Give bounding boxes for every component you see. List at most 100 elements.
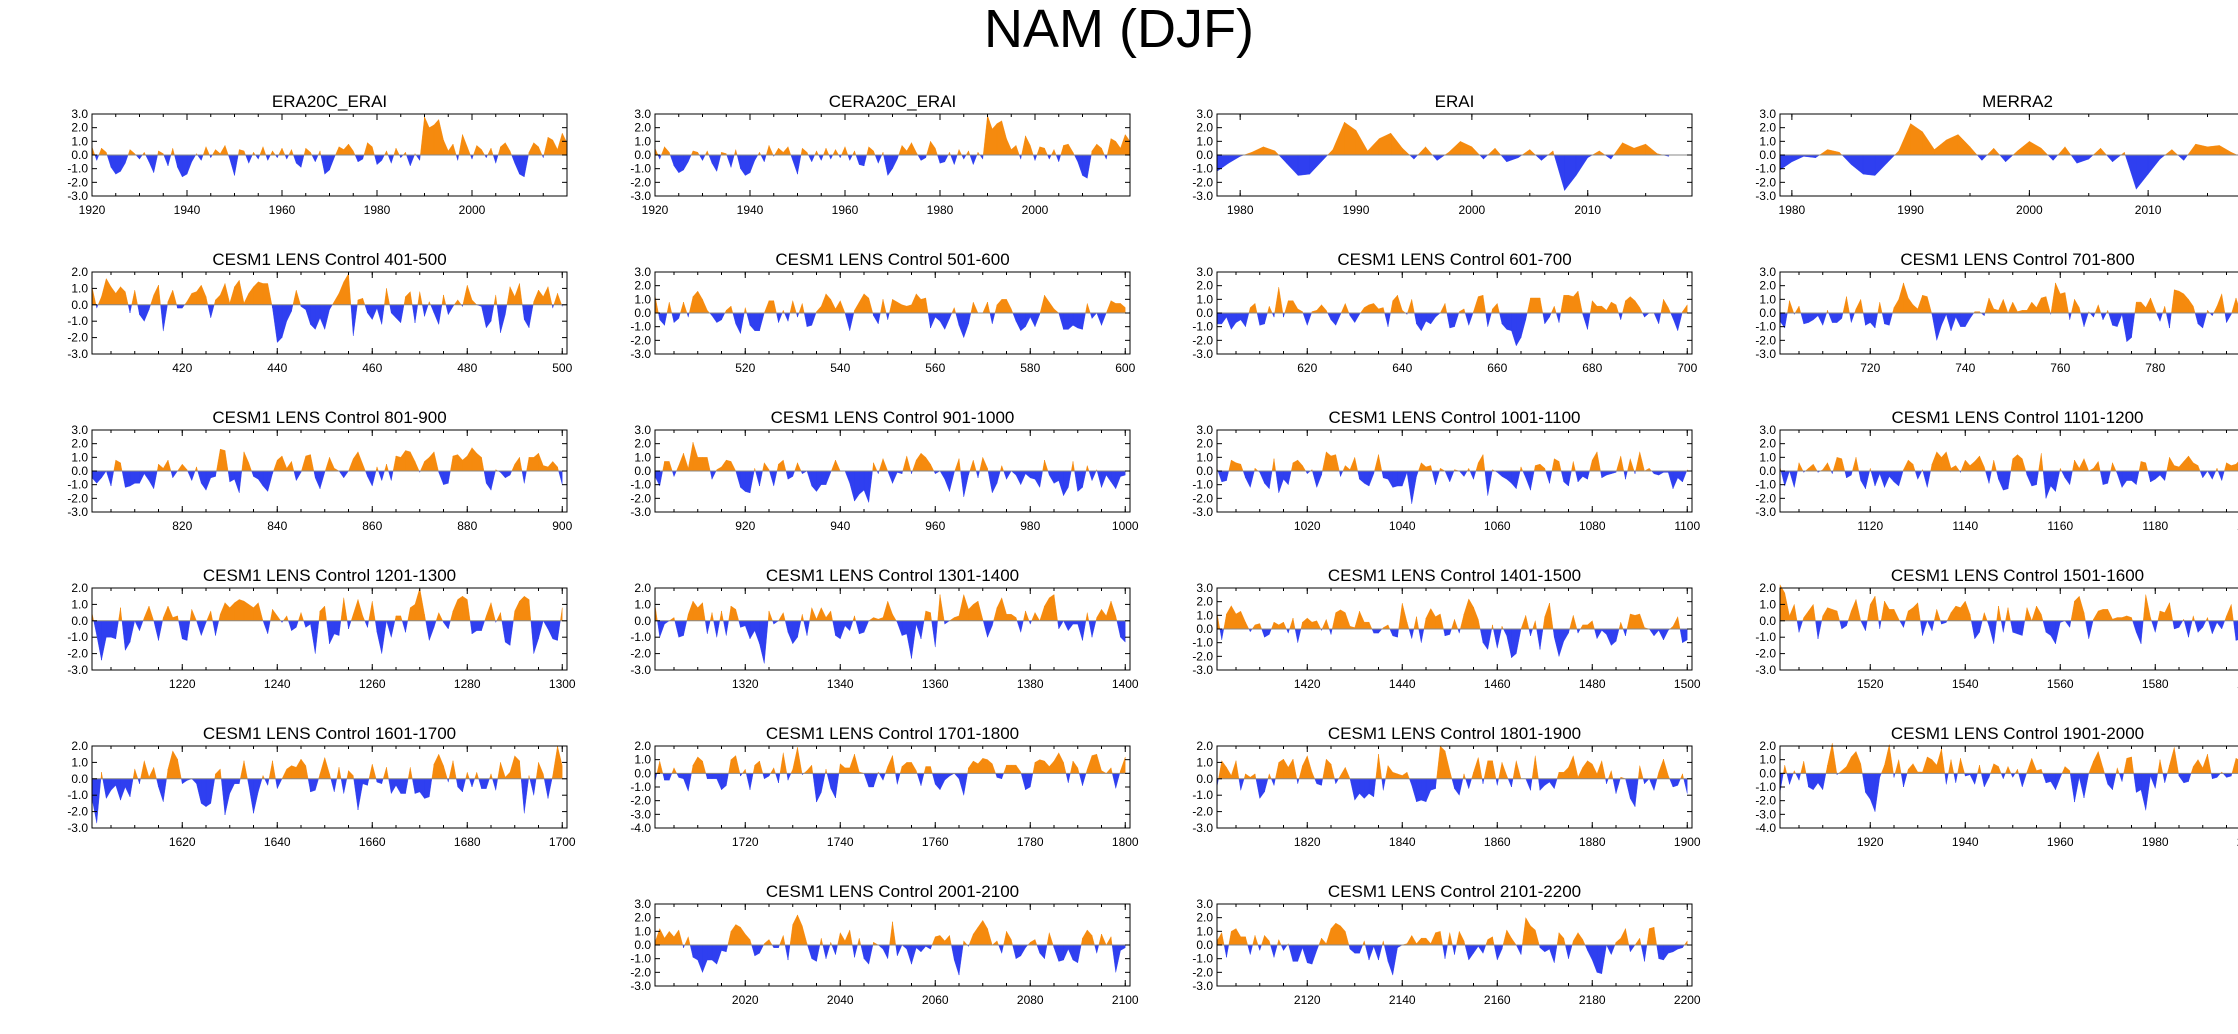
panel-title: CESM1 LENS Control 1301-1400 <box>765 566 1020 585</box>
negative-area <box>1796 620 2238 645</box>
panel-plot: 2.0 1.0 0.0 -1.0 -2.0 -3.0 1220 1240 1260 1280 130… <box>67 581 576 691</box>
positive-area <box>1248 287 1688 314</box>
x-tick-label: 1000 <box>1112 519 1139 533</box>
x-tick-label: 1880 <box>1579 835 1606 849</box>
nam-panel: CESM1 LENS Control 501-600 3.0 2.0 1.0 0.0 -1… <box>610 250 1135 390</box>
nam-panel: CESM1 LENS Control 2101-2200 3.0 2.0 1.0 0.0… <box>1172 882 1701 1022</box>
positive-area <box>91 587 563 621</box>
y-tick-label: 1.0 <box>1759 292 1776 306</box>
y-tick-label: 0.0 <box>634 614 651 628</box>
y-tick-label: -3.0 <box>1755 189 1776 203</box>
x-tick-label: 1920 <box>1857 835 1884 849</box>
y-tick-label: 2.0 <box>634 739 651 753</box>
y-tick-label: 2.0 <box>1196 739 1213 753</box>
y-tick-label: -1.0 <box>67 630 88 644</box>
y-tick-label: -2.0 <box>1755 647 1776 661</box>
y-tick-label: 3.0 <box>1196 265 1213 279</box>
y-tick-label: 1.0 <box>71 134 88 148</box>
x-tick-label: 1400 <box>1112 677 1139 691</box>
x-tick-label: 620 <box>1297 361 1317 375</box>
x-tick-label: 760 <box>2050 361 2070 375</box>
nam-panel: CESM1 LENS Control 801-900 3.0 2.0 1.0 0.0 -1… <box>47 408 572 548</box>
y-tick-label: 0.0 <box>1759 614 1776 628</box>
y-tick-label: 2.0 <box>1196 911 1213 925</box>
y-tick-label: 2.0 <box>1759 437 1776 451</box>
nam-panel: MERRA2 3.0 2.0 1.0 0.0 -1.0 -2.0 -3.0 1980 1990 20… <box>1735 92 2238 232</box>
y-tick-label: -3.0 <box>67 821 88 835</box>
y-tick-label: 0.0 <box>634 148 651 162</box>
x-tick-label: 1540 <box>1952 677 1979 691</box>
panel-title: CESM1 LENS Control 401-500 <box>212 250 447 269</box>
x-tick-label: 1660 <box>359 835 386 849</box>
nam-panel: CESM1 LENS Control 1101-1200 3.0 2.0 1.0 0.0… <box>1735 408 2238 548</box>
x-tick-label: 1980 <box>364 203 391 217</box>
negative-area <box>657 620 1126 664</box>
y-tick-label: -1.0 <box>1192 636 1213 650</box>
y-tick-label: 3.0 <box>71 107 88 121</box>
y-tick-label: -1.0 <box>1192 162 1213 176</box>
x-tick-label: 1220 <box>169 677 196 691</box>
y-tick-label: 2.0 <box>634 581 651 595</box>
panel-plot: 2.0 1.0 0.0 -1.0 -2.0 -3.0 420 440 460 480 500 <box>67 265 572 375</box>
y-tick-label: -3.0 <box>1192 189 1213 203</box>
nam-panel: CESM1 LENS Control 1201-1300 2.0 1.0 0.0 -1.… <box>47 566 576 706</box>
y-tick-label: -2.0 <box>1755 333 1776 347</box>
panel-title: CESM1 LENS Control 2101-2200 <box>1327 882 1582 901</box>
positive-area <box>1779 583 2234 621</box>
panel-plot: 3.02.01.00.0-1.0-2.0-3.0 520 540 560 580 600 <box>630 265 1135 375</box>
positive-area <box>654 115 1131 156</box>
panel-title: CESM1 LENS Control 1801-1900 <box>1327 724 1582 743</box>
nam-panel: CESM1 LENS Control 701-800 3.0 2.0 1.0 0.0 -1… <box>1735 250 2238 390</box>
y-tick-label: -2.0 <box>630 794 651 808</box>
x-tick-label: 1520 <box>1857 677 1884 691</box>
x-tick-label: 2020 <box>732 993 759 1007</box>
y-tick-label: 0.0 <box>634 306 651 320</box>
x-tick-label: 2160 <box>1484 993 1511 1007</box>
panel-plot: 2.01.00.0-1.0-2.0-3.0-4.0 1920 1940 1960 198… <box>1755 739 2238 849</box>
y-tick-label: 0.0 <box>1196 622 1213 636</box>
y-tick-label: 1.0 <box>634 292 651 306</box>
x-tick-label: 1300 <box>549 677 576 691</box>
x-tick-label: 560 <box>925 361 945 375</box>
panel-title: CERA20C_ERAI <box>828 92 957 111</box>
x-tick-label: 1480 <box>1579 677 1606 691</box>
positive-area <box>654 594 1118 621</box>
y-tick-label: 0.0 <box>1196 148 1213 162</box>
y-tick-label: -1.0 <box>630 320 651 334</box>
y-tick-label: -2.0 <box>1755 491 1776 505</box>
panel-title: CESM1 LENS Control 1501-1600 <box>1890 566 2145 585</box>
nam-panel: CESM1 LENS Control 601-700 3.0 2.0 1.0 0.0 -1… <box>1172 250 1697 390</box>
x-tick-label: 980 <box>1020 519 1040 533</box>
y-tick-label: -1.0 <box>630 952 651 966</box>
negative-area <box>94 154 545 178</box>
panel-plot: 3.02.01.00.0-1.0-2.0-3.0 2120 2140 2160 2180… <box>1192 897 1701 1007</box>
x-tick-label: 1940 <box>174 203 201 217</box>
plot-frame <box>91 271 568 355</box>
x-tick-label: 860 <box>362 519 382 533</box>
positive-area <box>654 290 1126 314</box>
x-tick-label: 460 <box>362 361 382 375</box>
y-tick-label: -1.0 <box>67 314 88 328</box>
x-tick-label: 1980 <box>1227 203 1254 217</box>
x-tick-label: 1700 <box>549 835 576 849</box>
y-tick-label: -3.0 <box>1192 979 1213 993</box>
y-tick-label: 1.0 <box>1196 755 1213 769</box>
positive-area <box>1818 123 2238 156</box>
nam-panel: CERA20C_ERAI 3.0 2.0 1.0 0.0 -1.0 -2.0 -3.0 1920… <box>610 92 1131 232</box>
y-tick-label: 0.0 <box>1196 938 1213 952</box>
x-tick-label: 2180 <box>1579 993 1606 1007</box>
figure-title: NAM (DJF) <box>984 0 1254 59</box>
y-tick-label: -3.0 <box>67 505 88 519</box>
y-tick-label: -2.0 <box>1192 333 1213 347</box>
positive-area <box>656 747 1126 774</box>
x-tick-label: 1280 <box>454 677 481 691</box>
positive-area <box>91 272 562 305</box>
y-tick-label: 1.0 <box>1759 597 1776 611</box>
y-tick-label: -2.0 <box>630 965 651 979</box>
y-tick-label: -2.0 <box>630 647 651 661</box>
y-tick-label: -2.0 <box>67 331 88 345</box>
y-tick-label: 0.0 <box>634 766 651 780</box>
